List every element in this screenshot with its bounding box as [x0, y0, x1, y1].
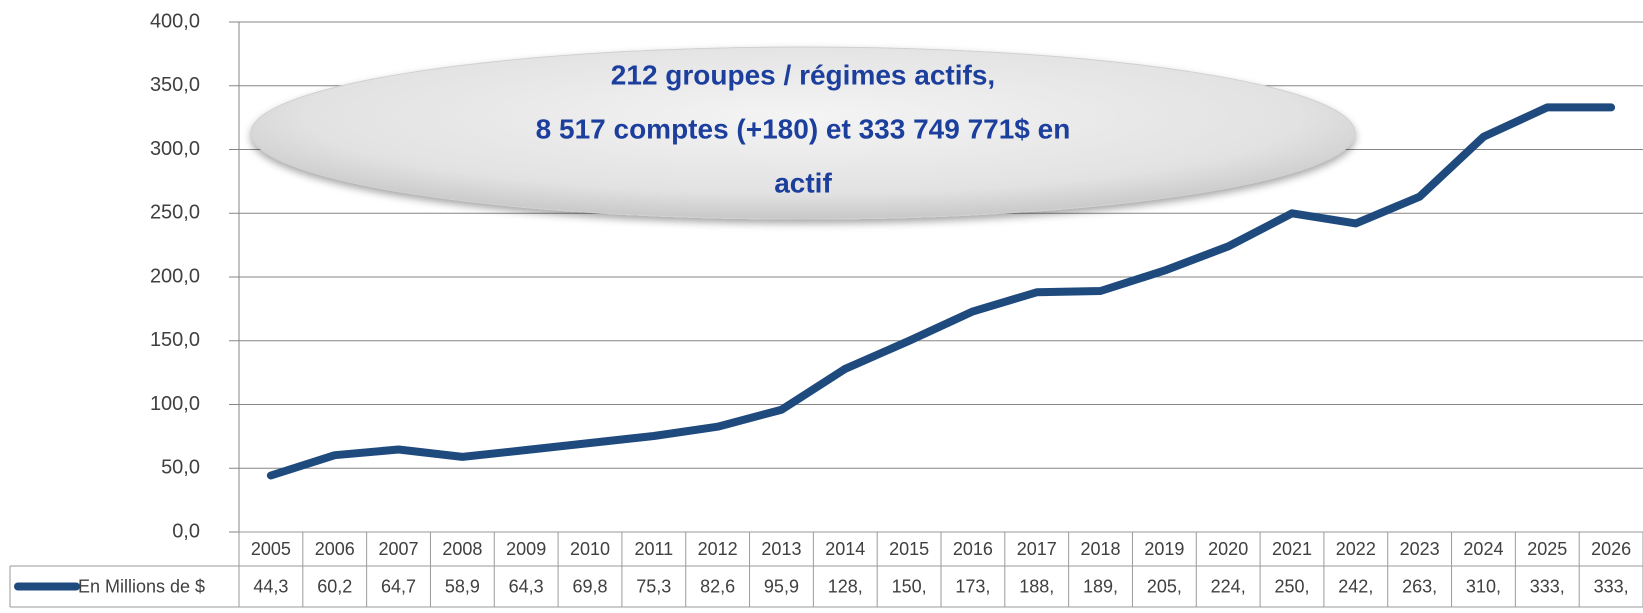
- data-label: 263,: [1402, 576, 1437, 596]
- data-label: 128,: [828, 576, 863, 596]
- x-tick-label: 2012: [698, 539, 738, 559]
- x-tick-label: 2014: [825, 539, 865, 559]
- y-tick-label: 50,0: [161, 457, 200, 479]
- x-tick-label: 2009: [506, 539, 546, 559]
- x-tick-label: 2010: [570, 539, 610, 559]
- data-label: 333,: [1594, 576, 1629, 596]
- data-label: 69,8: [572, 576, 607, 596]
- x-tick-label: 2015: [889, 539, 929, 559]
- x-tick-label: 2019: [1144, 539, 1184, 559]
- x-tick-label: 2005: [251, 539, 291, 559]
- data-label: 44,3: [253, 576, 288, 596]
- data-label: 150,: [892, 576, 927, 596]
- data-label: 64,3: [509, 576, 544, 596]
- data-label: 82,6: [700, 576, 735, 596]
- annotation-text: 212 groupes / régimes actifs,: [611, 59, 995, 90]
- data-label: 58,9: [445, 576, 480, 596]
- y-tick-label: 100,0: [150, 393, 200, 415]
- x-tick-label: 2021: [1272, 539, 1312, 559]
- y-tick-label: 200,0: [150, 265, 200, 287]
- plot: [266, 103, 1616, 480]
- legend-label: En Millions de $: [78, 576, 205, 596]
- data-label: 224,: [1211, 576, 1246, 596]
- data-label: 64,7: [381, 576, 416, 596]
- data-label: 205,: [1147, 576, 1182, 596]
- annotation-text: 8 517 comptes (+180) et 333 749 771$ en: [536, 113, 1071, 144]
- data-label: 95,9: [764, 576, 799, 596]
- annotation: 212 groupes / régimes actifs, 8 517 compt…: [250, 46, 1356, 220]
- y-tick-label: 250,0: [150, 202, 200, 224]
- x-tick-label: 2025: [1527, 539, 1567, 559]
- x-tick-label: 2008: [442, 539, 482, 559]
- y-tick-label: 400,0: [150, 10, 200, 32]
- x-tick-label: 2024: [1463, 539, 1503, 559]
- x-tick-label: 2026: [1591, 539, 1631, 559]
- x-tick-label: 2023: [1400, 539, 1440, 559]
- annotation-bubble: [250, 46, 1356, 220]
- line-series: [266, 103, 1616, 480]
- x-tick-label: 2017: [1017, 539, 1057, 559]
- data-label: 189,: [1083, 576, 1118, 596]
- y-tick-label: 150,0: [150, 329, 200, 351]
- annotation-text: actif: [774, 167, 832, 198]
- x-tick-label: 2018: [1081, 539, 1121, 559]
- x-tick-label: 2020: [1208, 539, 1248, 559]
- data-label: 333,: [1530, 576, 1565, 596]
- x-tick-label: 2006: [315, 539, 355, 559]
- data-label: 188,: [1019, 576, 1054, 596]
- x-tick-label: 2007: [379, 539, 419, 559]
- data-table: 2005 2006 2007 2008 2009 2010 2011 2012 2013 2014…: [9, 531, 1643, 608]
- data-label: 75,3: [636, 576, 671, 596]
- y-tick-label: 300,0: [150, 138, 200, 160]
- x-tick-label: 2011: [634, 539, 673, 559]
- y-tick-label: 0,0: [172, 520, 200, 542]
- data-label: 250,: [1274, 576, 1309, 596]
- data-label: 310,: [1466, 576, 1501, 596]
- x-tick-label: 2016: [953, 539, 993, 559]
- data-label: 60,2: [317, 576, 352, 596]
- data-label: 242,: [1338, 576, 1373, 596]
- data-label: 173,: [955, 576, 990, 596]
- y-tick-label: 350,0: [150, 74, 200, 96]
- x-tick-label: 2022: [1336, 539, 1376, 559]
- x-tick-label: 2013: [761, 539, 801, 559]
